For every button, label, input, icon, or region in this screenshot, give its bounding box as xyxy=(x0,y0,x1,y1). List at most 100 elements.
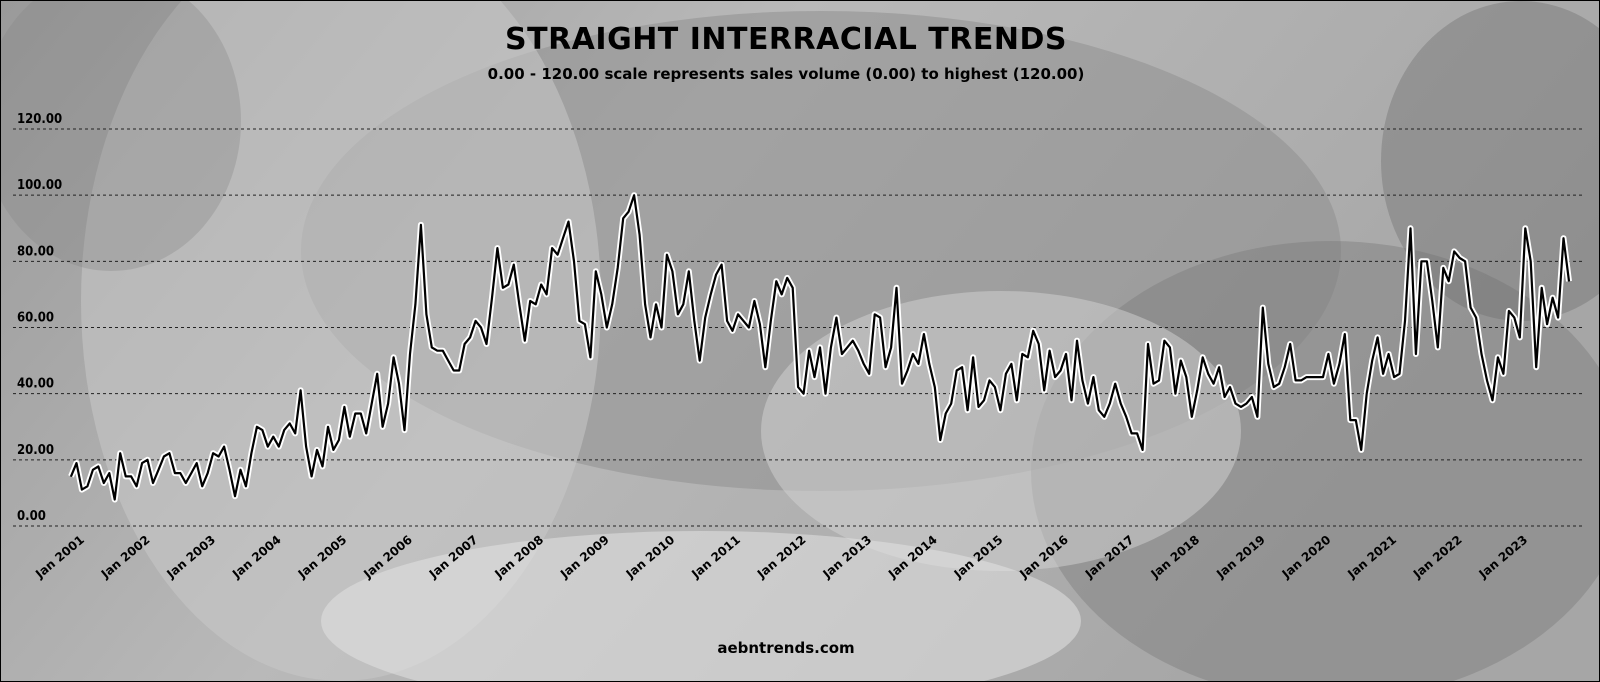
data-point xyxy=(360,412,362,415)
data-point xyxy=(731,330,734,332)
data-point xyxy=(1535,366,1537,368)
data-point xyxy=(382,426,384,428)
data-point xyxy=(475,320,477,322)
data-point xyxy=(1125,416,1127,418)
data-point xyxy=(567,221,570,223)
data-point xyxy=(190,472,192,474)
data-point xyxy=(343,406,345,408)
data-point xyxy=(1185,376,1187,378)
data-point xyxy=(868,373,870,375)
data-point xyxy=(1306,376,1308,378)
data-point xyxy=(600,293,602,295)
data-point xyxy=(256,426,258,428)
data-point xyxy=(1491,399,1494,401)
data-point xyxy=(1120,403,1122,405)
data-point xyxy=(518,303,520,305)
data-point xyxy=(103,482,105,484)
data-point xyxy=(75,462,78,464)
data-point xyxy=(365,432,367,434)
data-point xyxy=(1163,340,1165,342)
data-point xyxy=(994,386,996,388)
data-point xyxy=(890,346,892,348)
data-point xyxy=(1213,383,1215,385)
data-point xyxy=(207,472,209,474)
data-point xyxy=(212,452,214,454)
data-point xyxy=(1377,336,1379,338)
y-tick-label: 100.00 xyxy=(17,178,62,193)
data-point xyxy=(507,283,509,286)
data-point xyxy=(496,247,498,249)
data-point xyxy=(557,254,559,256)
data-point xyxy=(157,469,160,471)
data-point xyxy=(1142,449,1144,451)
data-point xyxy=(409,353,411,355)
data-point xyxy=(546,293,548,295)
data-point xyxy=(1311,376,1313,378)
data-point xyxy=(1409,227,1412,229)
data-point xyxy=(1010,363,1013,365)
data-point xyxy=(1005,373,1007,375)
data-point xyxy=(819,346,821,348)
data-point xyxy=(152,482,154,484)
data-point xyxy=(524,340,526,342)
data-point xyxy=(649,336,652,338)
data-point xyxy=(371,403,373,405)
data-point xyxy=(1519,336,1521,338)
data-point xyxy=(283,429,285,431)
y-tick-label: 60.00 xyxy=(17,311,54,326)
y-tick-label: 80.00 xyxy=(17,244,54,259)
data-point xyxy=(1065,353,1067,355)
data-point xyxy=(540,283,542,286)
data-point xyxy=(354,412,356,415)
data-point xyxy=(578,320,581,322)
data-point xyxy=(1393,376,1395,378)
data-point xyxy=(92,469,94,471)
data-point xyxy=(349,436,351,438)
data-point xyxy=(584,323,586,325)
data-point xyxy=(1240,406,1242,408)
data-point xyxy=(1191,416,1193,418)
data-point xyxy=(1043,389,1045,391)
data-point xyxy=(551,247,553,249)
data-point xyxy=(1289,343,1291,345)
data-point xyxy=(108,472,110,474)
data-point xyxy=(1470,307,1472,309)
data-point xyxy=(699,360,701,362)
data-point xyxy=(704,317,706,319)
data-point xyxy=(1103,416,1105,418)
data-point xyxy=(387,403,389,405)
data-point xyxy=(201,485,203,487)
data-point xyxy=(682,303,684,305)
data-point xyxy=(562,237,564,239)
data-point xyxy=(1333,383,1335,385)
data-point xyxy=(617,267,619,269)
data-point xyxy=(1541,287,1543,289)
y-tick-label: 0.00 xyxy=(17,509,46,524)
data-point xyxy=(1338,363,1340,365)
data-point xyxy=(81,489,83,491)
data-point xyxy=(1524,227,1526,229)
data-point xyxy=(1355,419,1357,421)
data-point xyxy=(726,320,728,322)
data-point xyxy=(1464,260,1466,262)
data-point xyxy=(967,409,969,411)
y-axis-ticks: 0.00 20.00 40.00 60.00 80.00 100.00 120.00 xyxy=(17,112,62,524)
data-point xyxy=(1147,343,1149,345)
data-point xyxy=(1316,376,1319,378)
data-point xyxy=(130,475,132,477)
data-point xyxy=(1508,310,1510,312)
data-point xyxy=(1486,379,1488,381)
data-point xyxy=(895,287,898,289)
data-point xyxy=(1442,267,1444,269)
data-point xyxy=(1081,379,1083,381)
data-point xyxy=(442,350,444,352)
data-point xyxy=(846,346,848,348)
data-point xyxy=(808,350,810,352)
data-point xyxy=(1131,432,1133,434)
data-point xyxy=(595,270,597,272)
y-tick-label: 120.00 xyxy=(17,112,62,127)
data-point xyxy=(950,403,952,405)
data-point xyxy=(403,429,406,431)
